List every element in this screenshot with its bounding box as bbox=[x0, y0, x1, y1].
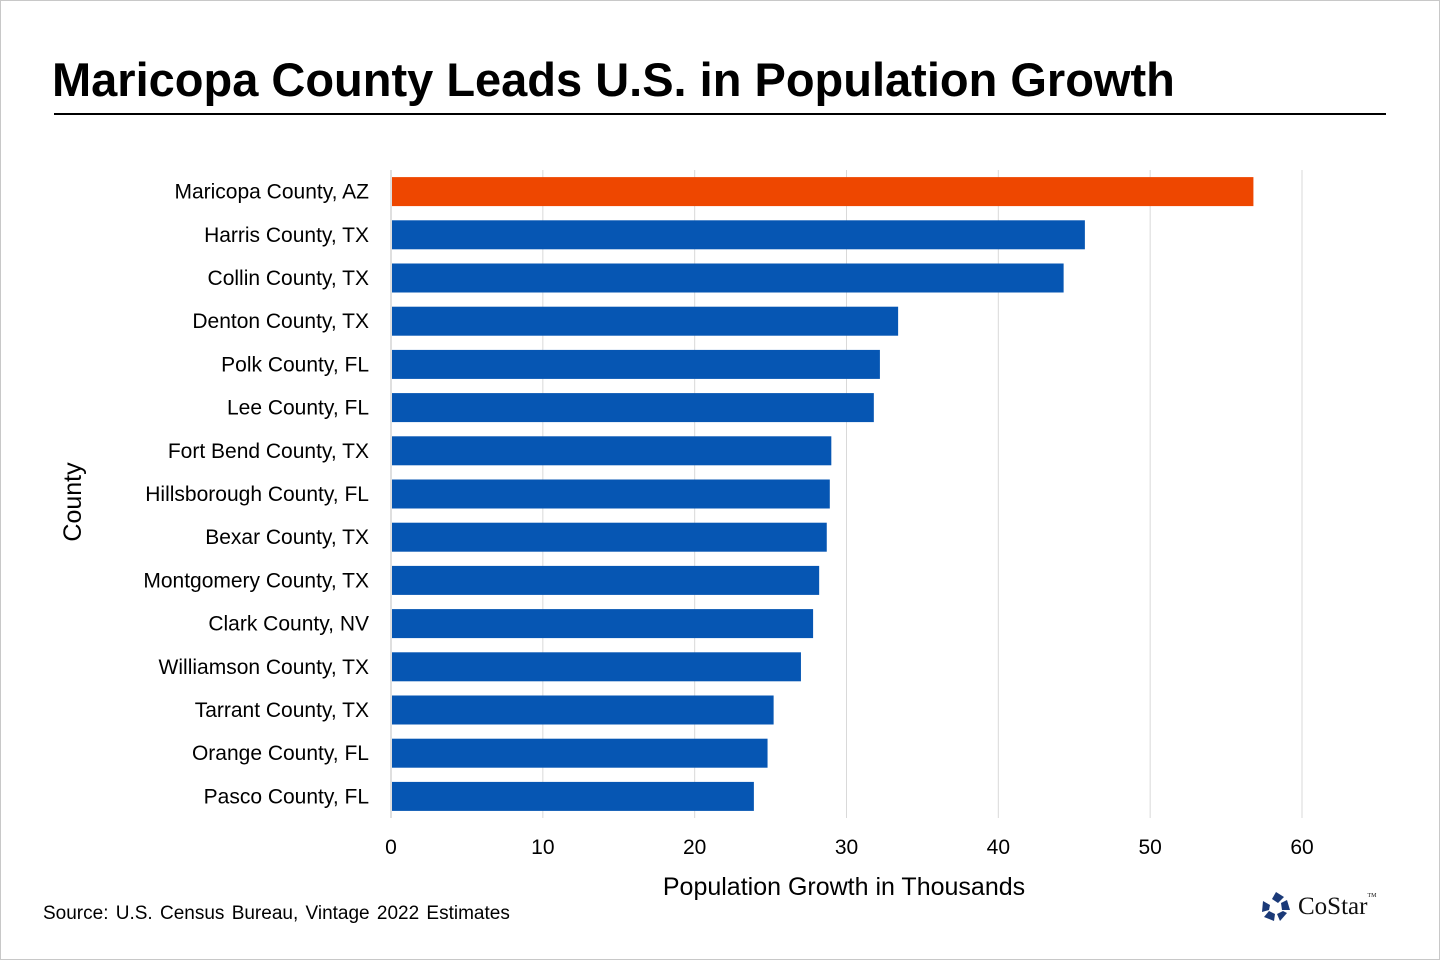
bar bbox=[392, 738, 768, 768]
x-tick-label: 40 bbox=[987, 836, 1010, 859]
y-category-label: Bexar County, TX bbox=[205, 526, 369, 549]
bar bbox=[392, 695, 774, 725]
y-category-label: Denton County, TX bbox=[192, 310, 369, 333]
bar bbox=[392, 436, 832, 466]
bar bbox=[392, 349, 880, 379]
bar bbox=[392, 306, 899, 336]
y-category-label: Pasco County, FL bbox=[204, 785, 369, 808]
y-axis-label: County bbox=[59, 462, 87, 542]
x-tick-label: 10 bbox=[531, 836, 554, 859]
x-axis-label: Population Growth in Thousands bbox=[663, 873, 1025, 901]
y-category-label: Tarrant County, TX bbox=[195, 699, 369, 722]
bar bbox=[392, 565, 820, 595]
bar bbox=[392, 522, 827, 552]
y-category-label: Orange County, FL bbox=[192, 742, 369, 765]
y-category-label: Lee County, FL bbox=[227, 397, 369, 420]
costar-star-icon bbox=[1262, 892, 1290, 921]
bar bbox=[392, 479, 830, 509]
y-category-label: Harris County, TX bbox=[204, 224, 369, 247]
y-category-label: Hillsborough County, FL bbox=[145, 483, 369, 506]
bar bbox=[392, 609, 814, 639]
bar bbox=[392, 652, 801, 682]
y-category-label: Montgomery County, TX bbox=[143, 569, 369, 592]
x-tick-label: 50 bbox=[1138, 836, 1161, 859]
costar-logo: CoStarTM bbox=[1260, 891, 1376, 923]
bar bbox=[392, 263, 1064, 293]
y-category-label: Polk County, FL bbox=[221, 353, 369, 376]
logo-text: CoStarTM bbox=[1298, 893, 1377, 920]
y-category-label: Collin County, TX bbox=[208, 267, 369, 290]
bar bbox=[392, 220, 1085, 250]
x-tick-label: 20 bbox=[683, 836, 706, 859]
x-tick-label: 30 bbox=[835, 836, 858, 859]
x-tick-label: 0 bbox=[385, 836, 397, 859]
y-category-label: Williamson County, TX bbox=[159, 656, 369, 679]
title-rule bbox=[54, 113, 1386, 115]
bar bbox=[392, 781, 754, 811]
y-category-label: Fort Bend County, TX bbox=[168, 440, 369, 463]
source-note: Source: U.S. Census Bureau, Vintage 2022… bbox=[43, 903, 510, 924]
chart-title: Maricopa County Leads U.S. in Population… bbox=[52, 53, 1175, 106]
bar bbox=[392, 177, 1254, 207]
y-category-label: Clark County, NV bbox=[208, 613, 369, 636]
x-tick-label: 60 bbox=[1290, 836, 1313, 859]
bar bbox=[392, 393, 874, 423]
y-category-label: Maricopa County, AZ bbox=[174, 181, 369, 204]
